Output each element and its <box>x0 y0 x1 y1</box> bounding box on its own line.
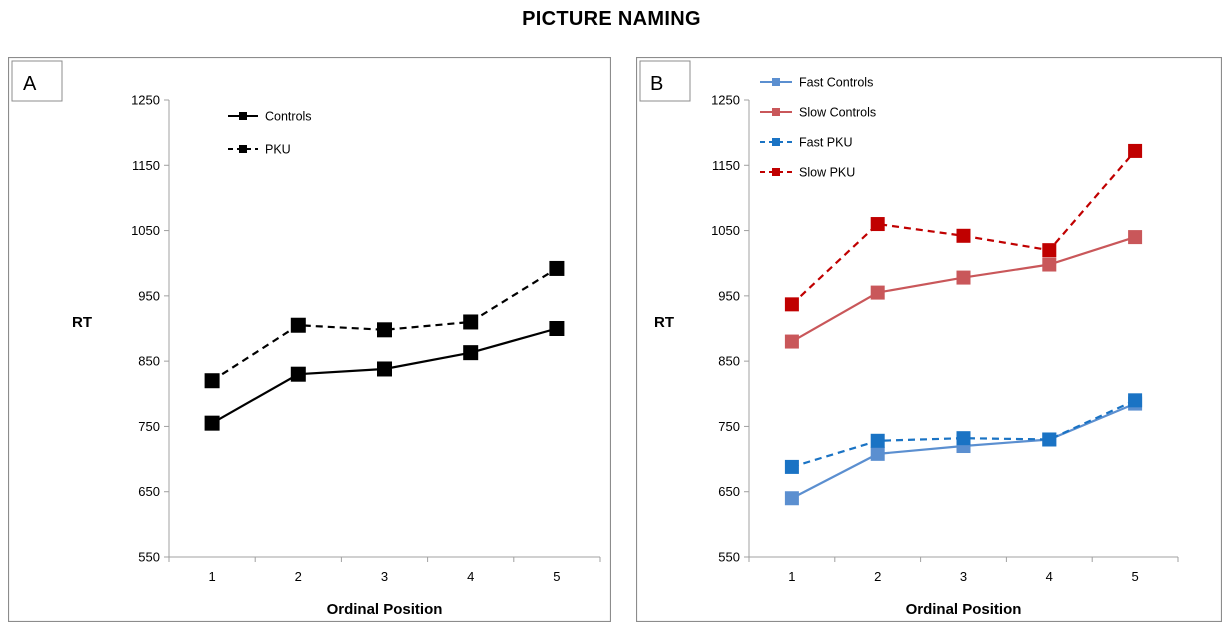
panel-a-letter-box <box>11 60 63 102</box>
x-tick-label: 2 <box>874 569 881 584</box>
data-point-fast-pku <box>784 459 799 474</box>
data-point-slow-pku <box>956 228 971 243</box>
y-tick-label: 1250 <box>131 93 160 108</box>
data-point-slow-controls <box>870 285 885 300</box>
y-tick-label: 550 <box>138 550 160 565</box>
legend-marker-slow-pku <box>772 168 780 176</box>
x-axis-label: Ordinal Position <box>327 601 443 618</box>
y-tick-label: 650 <box>138 484 160 499</box>
data-point-slow-controls <box>1042 257 1057 272</box>
x-tick-label: 4 <box>467 569 474 584</box>
data-point-slow-pku <box>784 297 799 312</box>
x-tick-label: 4 <box>1046 569 1053 584</box>
data-point-fast-pku <box>1128 393 1143 408</box>
legend-marker-pku <box>239 145 247 153</box>
panel-b-letter-box <box>639 60 691 102</box>
data-point-fast-pku <box>956 431 971 446</box>
panel-b-plot: 550 650 750 850 950 1050 1150 1250 1 2 3 4 5 RT Ordina… <box>654 76 1179 618</box>
legend-label-slow-controls: Slow Controls <box>799 106 876 120</box>
data-point-slow-controls <box>784 334 799 349</box>
data-point-slow-pku <box>870 217 885 232</box>
series-line-fast-pku <box>791 399 1136 468</box>
legend: Controls PKU <box>228 110 312 157</box>
y-tick-label: 1150 <box>712 158 740 173</box>
data-point-slow-pku <box>1128 143 1143 158</box>
y-tick-label: 850 <box>138 354 160 369</box>
data-point-fast-pku <box>870 433 885 448</box>
x-tick-label: 1 <box>788 569 795 584</box>
legend-marker-fast-pku <box>772 138 780 146</box>
panel-b: B 550 650 750 850 950 1050 1150 1250 1 2 3 4 5 RT Ordi… <box>636 57 1222 622</box>
y-tick-label: 650 <box>718 484 740 499</box>
y-tick-label: 950 <box>718 288 740 303</box>
panel-b-letter: B <box>650 73 663 95</box>
y-tick-label: 950 <box>138 288 160 303</box>
data-point-fast-pku <box>1042 432 1057 447</box>
panel-a: A 550 650 750 850 950 1050 1150 1250 1 2 3 4 5 RT Ordi… <box>8 57 611 622</box>
data-point-controls <box>463 345 479 361</box>
legend-label-slow-pku: Slow PKU <box>799 166 855 180</box>
y-tick-label: 1250 <box>711 93 740 108</box>
legend-label-pku: PKU <box>265 143 291 157</box>
legend-label-controls: Controls <box>265 110 312 124</box>
legend-marker-controls <box>239 112 247 120</box>
panel-a-letter: A <box>23 73 37 95</box>
y-axis-label: RT <box>654 314 674 331</box>
x-tick-label: 2 <box>295 569 302 584</box>
data-point-pku <box>377 322 392 338</box>
panel-a-plot: 550 650 750 850 950 1050 1150 1250 1 2 3 4 5 RT Ordina… <box>72 93 601 618</box>
y-tick-label: 550 <box>718 550 740 565</box>
panel-a-frame <box>8 57 611 622</box>
x-tick-label: 3 <box>960 569 967 584</box>
data-point-controls <box>377 361 392 377</box>
legend-marker-slow-controls <box>772 108 780 116</box>
y-tick-label: 750 <box>718 419 740 434</box>
panel-b-frame <box>636 57 1222 622</box>
y-tick-label: 1050 <box>711 223 740 238</box>
chart-title: PICTURE NAMING <box>522 8 701 30</box>
y-tick-label: 1050 <box>131 223 160 238</box>
x-tick-label: 3 <box>381 569 388 584</box>
x-axis-label: Ordinal Position <box>906 601 1022 618</box>
y-axis-label: RT <box>72 314 92 331</box>
data-point-pku <box>204 373 220 389</box>
data-point-pku <box>549 260 565 276</box>
y-tick-label: 750 <box>138 419 160 434</box>
data-point-slow-controls <box>1128 230 1143 245</box>
data-point-slow-pku <box>1042 243 1057 258</box>
data-point-slow-controls <box>956 270 971 285</box>
data-point-controls <box>549 321 565 336</box>
data-point-pku <box>290 317 306 333</box>
x-tick-label: 5 <box>1131 569 1138 584</box>
legend-label-fast-controls: Fast Controls <box>799 76 873 90</box>
data-point-pku <box>463 314 479 330</box>
x-tick-label: 1 <box>208 569 215 584</box>
data-point-controls <box>290 366 306 382</box>
data-point-fast-controls <box>870 446 885 461</box>
legend-label-fast-pku: Fast PKU <box>799 136 853 150</box>
x-tick-label: 5 <box>553 569 560 584</box>
y-tick-label: 850 <box>718 354 740 369</box>
legend-marker-fast-controls <box>772 78 780 86</box>
data-point-controls <box>204 415 220 431</box>
legend: Fast Controls Slow Controls Fast PKU Slow P… <box>760 76 876 180</box>
y-tick-label: 1150 <box>132 158 160 173</box>
data-point-fast-controls <box>784 491 799 506</box>
